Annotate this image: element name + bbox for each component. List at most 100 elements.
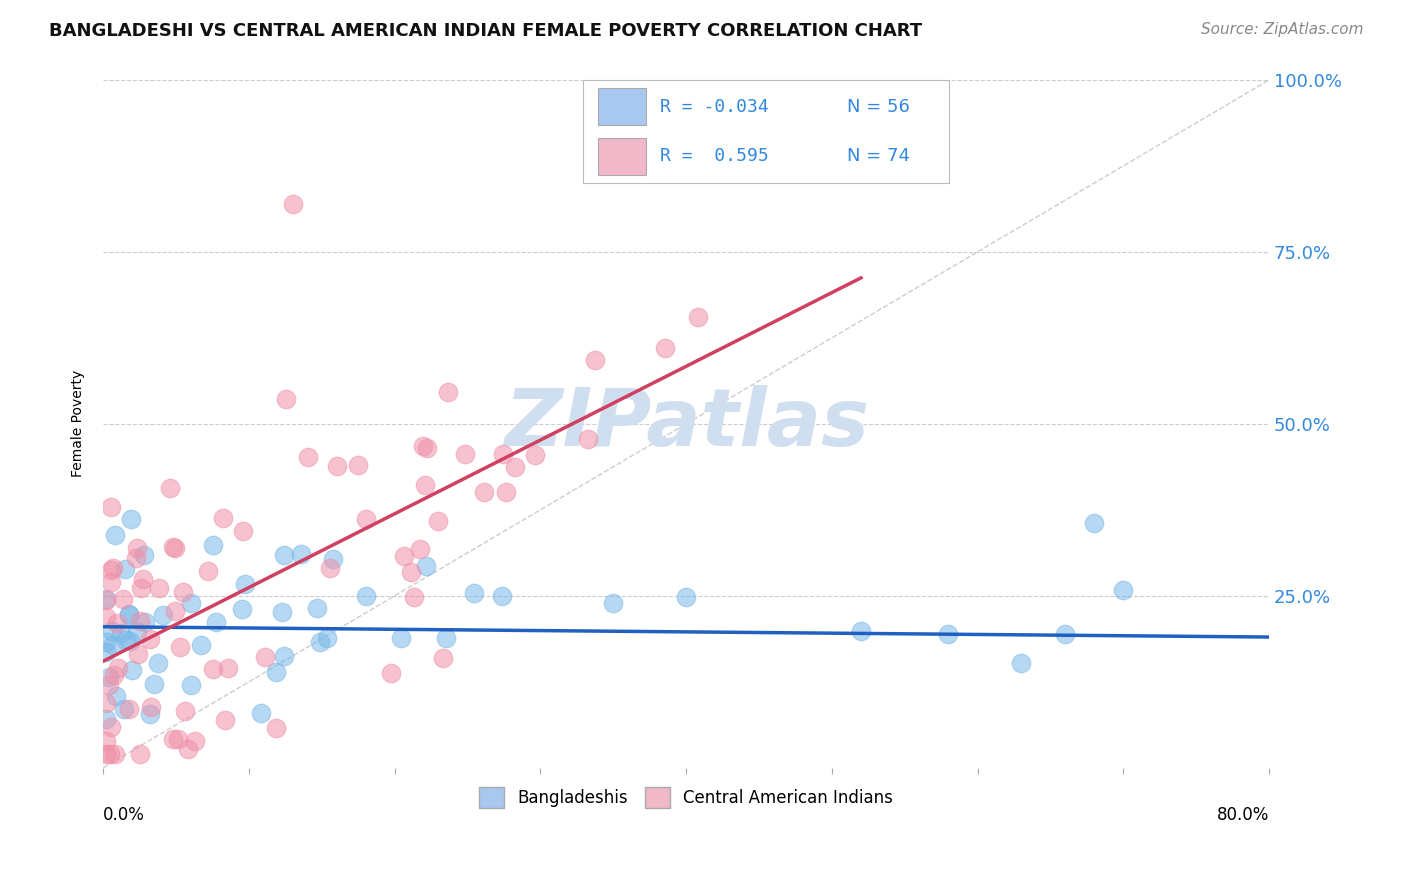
Legend: Bangladeshis, Central American Indians: Bangladeshis, Central American Indians (472, 780, 900, 814)
Point (316, 631, 339, 645)
Point (409, 541, 432, 556)
Point (389, 631, 412, 645)
Point (96, 733, 118, 747)
Point (104, 747, 127, 761)
Point (491, 447, 513, 461)
Point (308, 635, 330, 649)
Point (121, 511, 143, 525)
Point (202, 662, 225, 676)
Point (96, 592, 118, 607)
Point (98, 678, 121, 692)
Point (111, 592, 134, 607)
Point (354, 590, 377, 604)
Point (114, 562, 136, 576)
Point (416, 441, 439, 455)
Point (583, 353, 606, 368)
Point (273, 548, 295, 562)
Point (96, 593, 118, 607)
Text: ZIPatlas: ZIPatlas (503, 384, 869, 463)
Point (205, 615, 228, 629)
Point (1083, 516, 1105, 530)
Point (131, 572, 153, 586)
FancyBboxPatch shape (598, 137, 645, 175)
Point (100, 574, 122, 589)
Point (172, 584, 194, 599)
Text: R = -0.034: R = -0.034 (661, 98, 769, 116)
Point (121, 663, 143, 677)
Point (152, 607, 174, 622)
Point (273, 648, 295, 663)
Text: Source: ZipAtlas.com: Source: ZipAtlas.com (1201, 22, 1364, 37)
Point (115, 633, 138, 648)
Point (675, 590, 697, 604)
Text: N = 74: N = 74 (846, 147, 910, 165)
Point (165, 604, 187, 618)
Point (120, 634, 142, 648)
Point (148, 581, 170, 595)
Point (472, 484, 495, 499)
Point (463, 586, 485, 600)
Point (96, 634, 118, 648)
Point (104, 689, 127, 703)
Point (98, 747, 121, 761)
Point (142, 677, 165, 691)
Point (264, 721, 287, 735)
Point (117, 607, 139, 621)
Point (654, 341, 676, 355)
Point (432, 650, 454, 665)
Point (266, 665, 288, 679)
Point (127, 647, 149, 661)
Point (281, 196, 304, 211)
Text: BANGLADESHI VS CENTRAL AMERICAN INDIAN FEMALE POVERTY CORRELATION CHART: BANGLADESHI VS CENTRAL AMERICAN INDIAN F… (49, 22, 922, 40)
Point (217, 661, 239, 675)
Point (1112, 582, 1135, 597)
Text: 0.0%: 0.0% (103, 805, 145, 823)
Point (101, 638, 124, 652)
Point (201, 538, 224, 552)
Point (253, 650, 276, 665)
Point (232, 524, 254, 539)
Point (129, 581, 152, 595)
Point (454, 447, 477, 461)
Point (1010, 657, 1032, 671)
Text: N = 56: N = 56 (846, 98, 910, 116)
Point (380, 665, 402, 680)
Point (162, 732, 184, 747)
Point (139, 706, 162, 721)
Point (117, 608, 139, 623)
Point (184, 733, 207, 747)
Point (325, 458, 347, 473)
Point (96, 609, 118, 624)
Point (434, 631, 457, 645)
Text: R =  0.595: R = 0.595 (661, 147, 769, 165)
Point (180, 596, 202, 610)
Point (96, 747, 118, 761)
Point (96, 712, 118, 726)
Point (96, 696, 118, 710)
Point (139, 700, 162, 714)
Point (354, 511, 377, 525)
Point (159, 482, 181, 496)
Text: 80.0%: 80.0% (1216, 805, 1270, 823)
Point (96, 645, 118, 659)
Point (105, 616, 128, 631)
Point (112, 702, 135, 716)
Point (107, 661, 129, 675)
Point (319, 561, 342, 575)
Point (173, 704, 195, 718)
Point (404, 590, 426, 604)
FancyBboxPatch shape (598, 88, 645, 126)
Point (177, 742, 200, 756)
Point (197, 564, 219, 578)
Point (110, 626, 132, 640)
Point (103, 667, 125, 681)
Point (132, 548, 155, 562)
Point (1053, 627, 1076, 641)
Point (125, 624, 148, 639)
Point (190, 638, 212, 652)
Point (169, 640, 191, 654)
Point (297, 450, 319, 465)
Point (276, 392, 298, 407)
Point (214, 713, 236, 727)
Point (392, 549, 415, 563)
